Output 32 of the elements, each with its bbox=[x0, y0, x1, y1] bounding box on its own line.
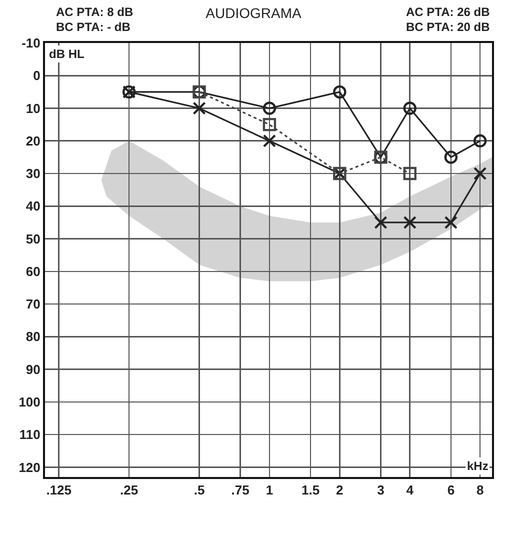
y-tick-label: 100 bbox=[18, 394, 40, 410]
y-tick-label: 60 bbox=[26, 264, 40, 279]
y-tick-label: 10 bbox=[26, 100, 40, 116]
y-tick-label: 50 bbox=[26, 231, 40, 246]
x-tick-label: .75 bbox=[231, 482, 250, 498]
text: BC PTA: 20 dB bbox=[406, 20, 490, 34]
x-tick-label: 1.5 bbox=[302, 482, 320, 498]
x-tick-label: .125 bbox=[46, 482, 72, 498]
x-tick-label: 8 bbox=[476, 482, 484, 498]
x-tick-label: 6 bbox=[447, 482, 455, 498]
x-tick-label: 3 bbox=[377, 482, 384, 498]
y-tick-label: 40 bbox=[26, 198, 40, 214]
chart-title: AUDIOGRAMA bbox=[206, 4, 302, 21]
y-tick-label: 110 bbox=[19, 427, 40, 442]
y-tick-label: 30 bbox=[26, 166, 40, 182]
y-axis-title: dB HL bbox=[49, 47, 84, 61]
x-tick-label: .25 bbox=[120, 482, 138, 498]
x-tick-label: 2 bbox=[336, 482, 344, 498]
y-tick-label: -10 bbox=[22, 36, 40, 51]
y-tick-label: 80 bbox=[26, 329, 40, 344]
text: BC PTA: - dB bbox=[56, 20, 131, 34]
y-tick-label: 90 bbox=[26, 362, 40, 377]
text: AC PTA: 8 dB bbox=[56, 5, 134, 19]
x-tick-label: .5 bbox=[194, 482, 205, 498]
x-tick-label: 1 bbox=[266, 482, 274, 498]
y-tick-label: 20 bbox=[26, 133, 40, 148]
y-tick-label: 0 bbox=[33, 68, 40, 84]
y-tick-label: 120 bbox=[18, 460, 40, 475]
y-tick-label: 70 bbox=[26, 296, 40, 312]
text: AC PTA: 26 dB bbox=[406, 5, 490, 19]
x-tick-label: 4 bbox=[406, 482, 414, 498]
x-axis-title: kHz bbox=[467, 459, 488, 473]
